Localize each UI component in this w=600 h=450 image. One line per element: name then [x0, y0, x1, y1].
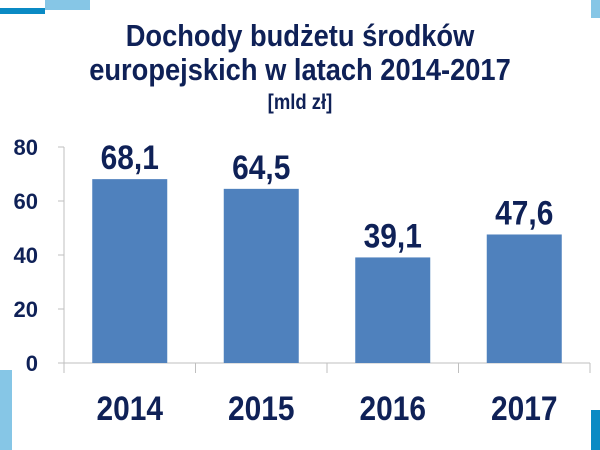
y-tick-label: 20 — [14, 297, 38, 322]
chart-title-line-1: Dochody budżetu środków — [125, 18, 475, 53]
decor-light-bar-bottom-left — [0, 370, 12, 450]
x-tick-label-2014: 2014 — [96, 389, 163, 427]
bar-2015 — [223, 188, 299, 363]
data-label-2015: 64,5 — [232, 148, 290, 186]
x-tick-label-2015: 2015 — [228, 389, 295, 427]
bar-2014 — [92, 179, 168, 363]
bar-2016 — [355, 257, 431, 363]
y-tick-label: 60 — [14, 189, 38, 214]
chart-title-line-2: europejskich w latach 2014-2017 — [89, 52, 511, 87]
decor-light-bar-top-left — [45, 0, 90, 10]
data-label-2014: 68,1 — [101, 138, 159, 176]
bar-2017 — [486, 234, 562, 363]
data-label-2017: 47,6 — [495, 194, 553, 232]
y-tick-label: 0 — [26, 351, 38, 376]
decor-light-bar-top-right — [591, 0, 600, 18]
y-tick-label: 40 — [14, 243, 38, 268]
y-tick-label: 80 — [14, 135, 38, 160]
x-tick-label-2016: 2016 — [359, 389, 426, 427]
chart-title-unit: [mld zł] — [267, 91, 333, 114]
decor-dark-bar-top-left — [0, 8, 45, 14]
x-tick-label-2017: 2017 — [491, 389, 558, 427]
decor-dark-bar-bottom-right — [591, 410, 600, 450]
data-label-2016: 39,1 — [364, 217, 422, 255]
